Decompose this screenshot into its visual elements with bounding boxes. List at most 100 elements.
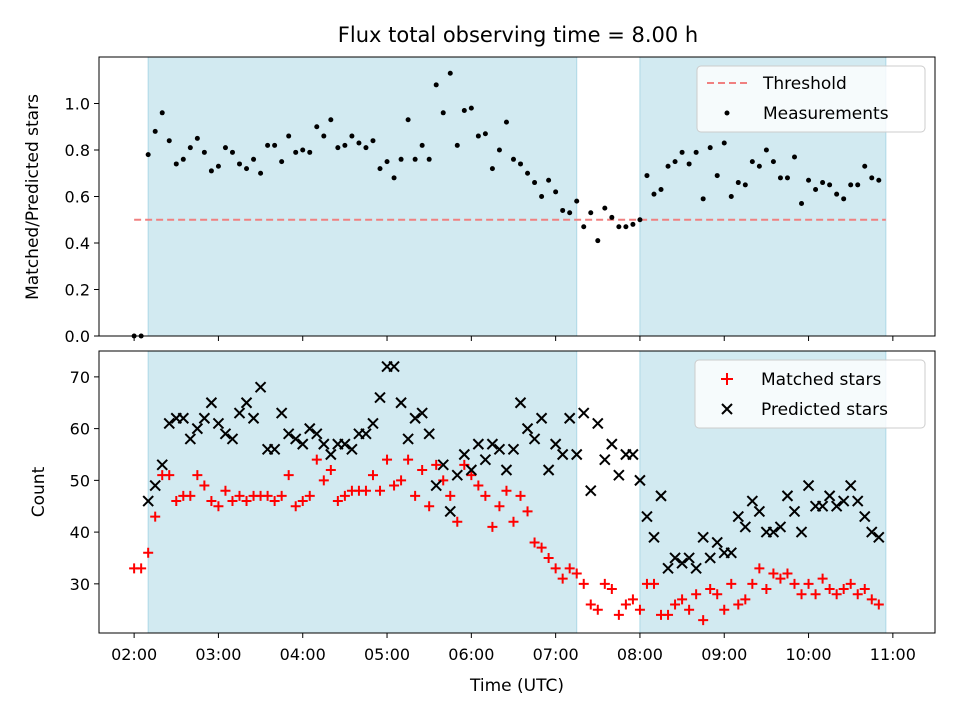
matched-star-point: [684, 604, 695, 615]
matched-star-point: [733, 599, 744, 610]
matched-star-point: [627, 594, 638, 605]
matched-star-point: [199, 480, 210, 491]
matched-star-point: [866, 594, 877, 605]
measurement-point: [525, 170, 531, 176]
measurement-point: [539, 194, 545, 199]
predicted-star-point: [816, 500, 829, 512]
predicted-star-point: [556, 448, 569, 461]
predicted-stars-points: [142, 360, 885, 575]
measurement-point: [700, 196, 706, 202]
measurement-point: [201, 149, 207, 155]
measurement-point: [651, 191, 657, 197]
predicted-star-point: [542, 464, 555, 476]
predicted-star-point: [268, 443, 281, 456]
matched-star-point: [150, 511, 161, 522]
predicted-star-point: [163, 417, 175, 430]
matched-star-point: [705, 584, 716, 595]
measurement-point: [799, 200, 805, 206]
measurement-point: [714, 173, 720, 179]
top-y-tick-label: 0.8: [65, 141, 90, 160]
matched-star-point: [396, 475, 407, 486]
matched-star-point: [663, 609, 674, 620]
predicted-star-point: [311, 428, 323, 440]
legend-matched-swatch: [721, 373, 733, 385]
matched-star-point: [585, 599, 596, 610]
predicted-star-point: [613, 469, 625, 481]
predicted-star-point: [781, 490, 794, 502]
predicted-star-point: [648, 531, 660, 543]
matched-star-point: [606, 584, 617, 595]
matched-star-point: [747, 578, 758, 589]
predicted-star-point: [549, 438, 562, 450]
predicted-star-point: [704, 552, 716, 564]
matched-star-point: [719, 604, 730, 615]
predicted-star-point: [360, 428, 372, 440]
predicted-star-point: [859, 510, 871, 523]
measurement-point: [820, 180, 826, 186]
predicted-star-point: [177, 412, 190, 424]
measurement-point: [574, 198, 580, 204]
measurement-point: [293, 149, 299, 155]
measurement-point: [349, 133, 355, 139]
measurement-point: [307, 149, 313, 155]
top-legend: Threshold Measurements: [696, 65, 926, 133]
bottom-x-ticks: 02:00 03:00 04:00 05:00 06:00 07:00 08:00 09:00…: [111, 633, 916, 664]
measurement-point: [609, 214, 615, 220]
predicted-star-point: [388, 360, 400, 373]
measurement-point: [335, 145, 341, 151]
predicted-star-point: [571, 448, 583, 461]
measurement-point: [637, 217, 643, 223]
measurement-point: [258, 170, 264, 176]
measurement-point: [159, 110, 165, 116]
predicted-star-point: [402, 433, 414, 445]
predicted-star-point: [873, 531, 885, 543]
legend-predicted-label: Predicted stars: [761, 400, 888, 420]
measurement-point: [503, 119, 509, 125]
matched-star-point: [410, 490, 421, 501]
matched-star-point: [578, 578, 589, 589]
predicted-star-point: [254, 381, 267, 393]
matched-star-point: [459, 459, 470, 470]
predicted-star-point: [149, 479, 161, 492]
measurement-point: [588, 210, 594, 216]
bottom-y-axis-label: Count: [29, 466, 49, 517]
matched-star-point: [845, 578, 856, 589]
measurement-point: [419, 142, 425, 148]
matched-star-point: [648, 578, 659, 589]
predicted-star-point: [367, 417, 379, 430]
measurement-point: [665, 163, 671, 169]
predicted-star-point: [458, 448, 471, 461]
predicted-star-point: [205, 397, 218, 409]
matched-star-point: [192, 470, 203, 481]
measurement-point: [616, 224, 622, 230]
predicted-star-point: [676, 557, 688, 569]
matched-star-point: [775, 573, 786, 584]
measurement-point: [841, 196, 847, 202]
predicted-star-point: [844, 479, 857, 492]
matched-star-point: [550, 563, 561, 574]
predicted-star-point: [226, 433, 239, 445]
measurement-point: [440, 110, 446, 116]
measurement-point: [180, 156, 186, 162]
matched-star-point: [375, 485, 386, 496]
chart-title: Flux total observing time = 8.00 h: [338, 23, 698, 47]
bottom-x-tick-label: 06:00: [448, 645, 494, 664]
bottom-legend-box: [694, 359, 926, 429]
measurement-point: [166, 138, 172, 144]
matched-star-point: [803, 578, 814, 589]
predicted-star-point: [318, 438, 330, 450]
matched-star-point: [220, 485, 231, 496]
bottom-x-tick-label: 03:00: [195, 645, 241, 664]
matched-star-point: [824, 584, 835, 595]
predicted-star-point: [802, 479, 815, 492]
matched-star-point: [234, 490, 245, 501]
matched-star-point: [557, 573, 568, 584]
predicted-star-point: [240, 397, 253, 409]
predicted-star-point: [753, 505, 766, 518]
predicted-star-point: [662, 562, 674, 575]
predicted-star-point: [282, 428, 295, 440]
matched-star-point: [304, 490, 315, 501]
matched-star-point: [796, 589, 807, 600]
matched-star-point: [852, 589, 863, 600]
matched-star-point: [789, 578, 800, 589]
